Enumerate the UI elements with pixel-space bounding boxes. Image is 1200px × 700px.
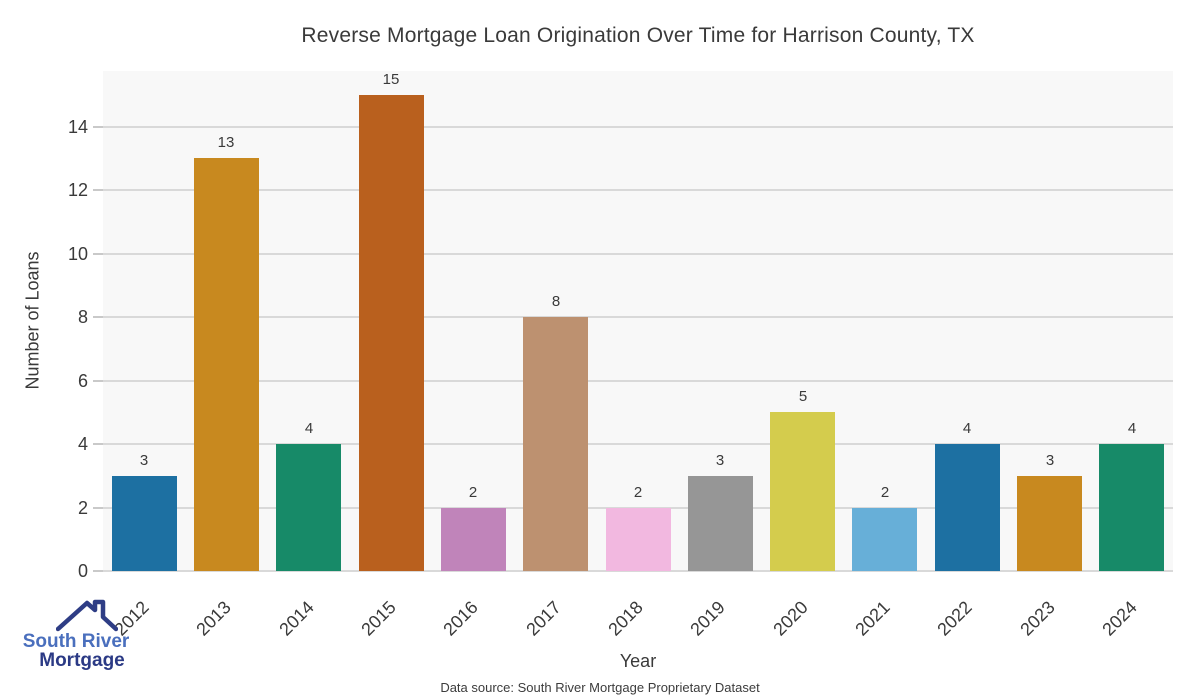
gridline-y0 [103, 570, 1173, 572]
bar-value-label-2014: 4 [304, 420, 314, 437]
house-roof-icon [56, 599, 118, 632]
xtick-label-2021: 2021 [851, 597, 894, 640]
ytick-label-14: 14 [67, 117, 88, 137]
logo-text-line2: Mortgage [39, 650, 125, 671]
bar-2013 [194, 158, 259, 571]
ytick-label-0: 0 [77, 561, 88, 581]
ytick-mark-8 [93, 316, 103, 318]
xtick-label-2017: 2017 [522, 597, 565, 640]
y-axis-title: Number of Loans [22, 251, 43, 390]
ytick-mark-14 [93, 126, 103, 128]
gridline-y8 [103, 316, 1173, 319]
bar-value-label-2019: 3 [715, 452, 725, 469]
plot-area: 3 13 4 15 2 8 2 3 5 2 4 3 4 [103, 71, 1173, 572]
ytick-mark-10 [93, 253, 103, 255]
bar-2015 [359, 95, 424, 571]
bar-value-label-2023: 3 [1045, 452, 1055, 469]
xtick-label-2018: 2018 [604, 597, 647, 640]
ytick-mark-0 [93, 570, 103, 572]
xtick-label-2019: 2019 [686, 597, 729, 640]
ytick-label-2: 2 [77, 498, 88, 518]
gridline-y12 [103, 189, 1173, 192]
bar-value-label-2015: 15 [382, 71, 400, 88]
ytick-label-4: 4 [77, 434, 88, 454]
xtick-label-2016: 2016 [439, 597, 482, 640]
gridline-y14 [103, 125, 1173, 128]
bar-value-label-2013: 13 [217, 134, 235, 151]
bar-2023 [1017, 476, 1082, 571]
xtick-label-2022: 2022 [933, 597, 976, 640]
bar-2019 [688, 476, 753, 571]
logo-text-line1: South River [22, 631, 130, 652]
bar-value-label-2016: 2 [468, 484, 478, 501]
bar-value-label-2021: 2 [880, 484, 890, 501]
bar-2014 [276, 444, 341, 571]
ytick-mark-4 [93, 443, 103, 445]
ytick-mark-6 [93, 380, 103, 382]
gridline-y10 [103, 252, 1173, 255]
ytick-mark-12 [93, 189, 103, 191]
bar-value-label-2022: 4 [962, 420, 972, 437]
xtick-label-2024: 2024 [1098, 597, 1141, 640]
bar-value-label-2012: 3 [139, 452, 149, 469]
x-axis-title: Year [619, 651, 657, 671]
bar-2016 [441, 508, 506, 571]
data-source-note: Data source: South River Mortgage Propri… [440, 680, 760, 695]
xtick-label-2013: 2013 [192, 597, 235, 640]
xtick-label-2015: 2015 [357, 597, 400, 640]
bar-value-label-2020: 5 [798, 388, 808, 405]
bar-2018 [606, 508, 671, 571]
xtick-label-2023: 2023 [1016, 597, 1059, 640]
bar-2012 [112, 476, 177, 571]
gridline-y6 [103, 379, 1173, 382]
bar-value-label-2017: 8 [551, 293, 561, 310]
bar-2017 [523, 317, 588, 571]
bar-2020 [770, 412, 835, 571]
gridline-y2 [103, 506, 1173, 509]
bar-2024 [1099, 444, 1164, 571]
ytick-label-10: 10 [67, 244, 88, 264]
ytick-mark-2 [93, 507, 103, 509]
xtick-label-2014: 2014 [275, 597, 318, 640]
brand-logo: South River Mortgage [16, 598, 136, 671]
bar-value-label-2018: 2 [633, 484, 643, 501]
ytick-label-6: 6 [77, 371, 88, 391]
bar-2022 [935, 444, 1000, 571]
ytick-label-8: 8 [77, 307, 88, 327]
bar-2021 [852, 508, 917, 571]
bar-value-label-2024: 4 [1127, 420, 1137, 437]
gridline-y4 [103, 443, 1173, 446]
chart-title: Reverse Mortgage Loan Origination Over T… [301, 24, 975, 47]
ytick-label-12: 12 [67, 180, 88, 200]
xtick-label-2020: 2020 [769, 597, 812, 640]
